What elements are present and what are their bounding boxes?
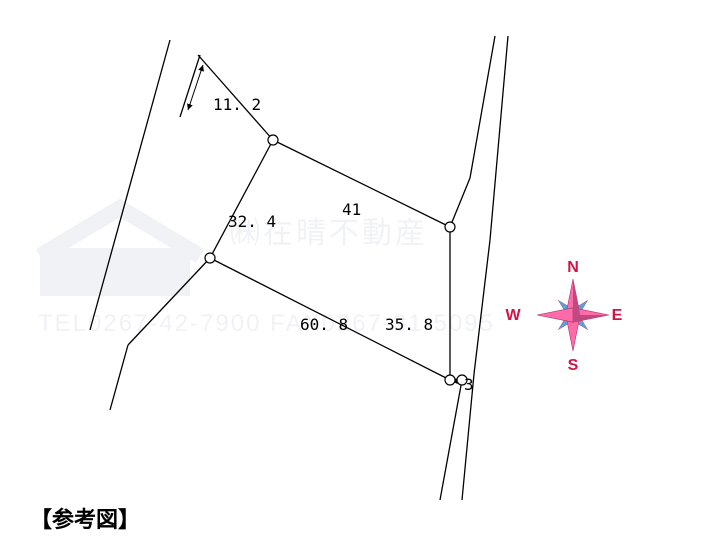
compass-rose (537, 279, 609, 351)
measure-top_gap: 11. 2 (213, 95, 261, 114)
lot-boundary (210, 140, 450, 380)
lot-vertices (205, 135, 467, 385)
road-lines (90, 36, 508, 500)
compass-letter-w: W (505, 307, 521, 325)
compass-letter-n: N (565, 259, 581, 277)
measure-bot_gap: 3 (464, 375, 474, 394)
measure-bottom: 60. 8 (300, 315, 348, 334)
measure-right_side: 35. 8 (385, 315, 433, 334)
compass-letter-s: S (565, 357, 581, 375)
measure-top_side: 41 (342, 200, 361, 219)
measure-left_side: 32. 4 (228, 212, 276, 231)
figure-caption: 【参考図】 (30, 502, 140, 534)
lot-plot-svg (0, 0, 720, 540)
compass-letter-e: E (609, 307, 625, 325)
